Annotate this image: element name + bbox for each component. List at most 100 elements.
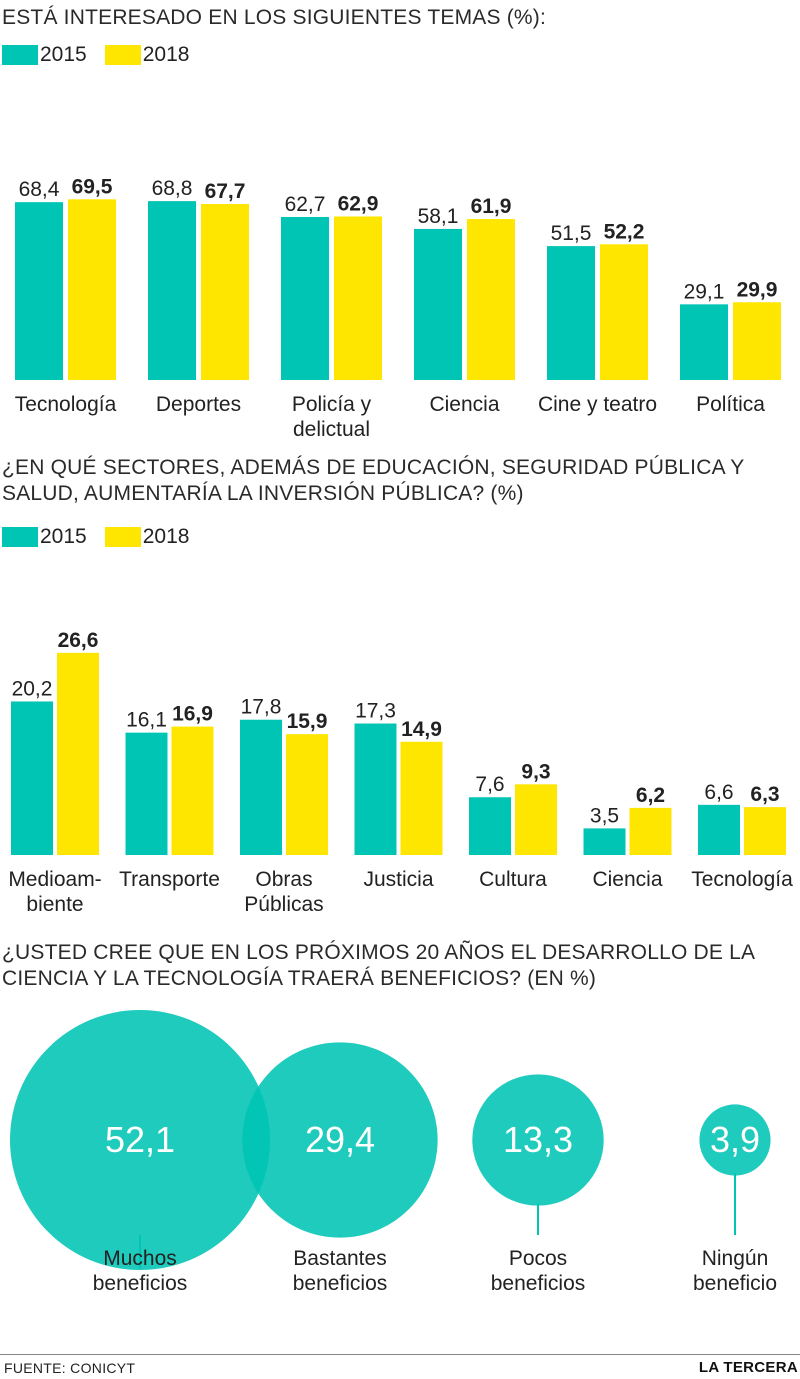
bar-2018-3 [467,219,515,380]
bar-2015-1 [148,201,196,380]
bar-2015-0 [15,202,63,380]
category-label-4: Cine y teatro [538,393,657,416]
value-label-2015-4: 51,5 [551,222,592,245]
bar-2018-5 [629,807,672,855]
value-label-2015-6: 6,6 [704,781,733,804]
value-label-2015-5: 3,5 [590,804,619,827]
bar-2015-2 [240,719,282,855]
bar-2018-4 [600,244,648,380]
value-label-2018-4: 9,3 [521,760,550,783]
value-label-2018-0: 69,5 [72,175,113,198]
legend2-label-2018: 2018 [142,525,190,548]
bubble-value-1: 29,4 [305,1119,375,1160]
chart2-title: ¿EN QUÉ SECTORES, ADEMÁS DE EDUCACIÓN, S… [2,456,745,505]
bubble-value-0: 52,1 [105,1119,175,1160]
source-note: FUENTE: CONICYT [4,1360,136,1376]
value-label-2018-1: 67,7 [205,180,246,203]
bar-2018-2 [286,734,328,855]
bar-2015-0 [11,701,53,855]
legend2-swatch-2015 [2,527,38,547]
bar-2015-4 [469,797,511,855]
bar-2018-0 [68,199,116,380]
value-label-2018-5: 29,9 [737,278,778,301]
bubble-label-3: Ningún beneficio [693,1247,777,1295]
value-label-2018-5: 6,2 [636,784,665,807]
bar-2018-1 [171,726,214,855]
bubble-2 [472,1074,604,1206]
bubble-label-0: Muchos beneficios [93,1247,188,1295]
value-label-2018-2: 62,9 [338,192,379,215]
value-label-2015-2: 62,7 [285,193,326,216]
bar-2018-1 [201,203,249,380]
bar-2015-2 [281,216,329,380]
bar-2018-6 [744,807,786,855]
bar-2015-5 [680,304,728,380]
bubble-3 [699,1104,771,1176]
bar-2018-2 [334,216,382,380]
category-label-1: Transporte [119,868,220,891]
category-label-6: Tecnología [691,868,793,891]
legend2-label-2015: 2015 [40,525,87,548]
value-label-2015-0: 68,4 [19,178,60,201]
bar-2018-3 [400,741,443,855]
bubble-label-2: Pocos beneficios [491,1247,586,1295]
bar-2018-4 [515,784,557,855]
value-label-2015-5: 29,1 [684,280,725,303]
legend2-item-2015: 2015 [2,525,87,549]
chart3-title: ¿USTED CREE QUE EN LOS PRÓXIMOS 20 AÑOS … [2,941,756,990]
value-label-2015-0: 20,2 [12,677,53,700]
chart1-legend: 2015 2018 [2,42,207,68]
footer: FUENTE: CONICYT LA TERCERA [0,1354,800,1379]
legend-label-2015: 2015 [40,43,87,66]
category-label-0: Medioam-biente [8,868,101,916]
value-label-2018-3: 14,9 [401,718,442,741]
legend-item-2018: 2018 [104,43,190,67]
bar-2015-4 [547,246,595,380]
value-label-2018-6: 6,3 [750,783,779,806]
bubble-value-3: 3,9 [710,1119,760,1160]
legend-swatch-2015 [2,45,38,65]
bar-2015-6 [698,804,740,855]
chart3-bubbles: 52,1 Muchos beneficios 29,4 Bastantes benefic… [10,1010,777,1295]
bar-2015-3 [414,228,462,380]
bar-2015-3 [354,723,397,855]
bar-2015-1 [125,732,168,855]
value-label-2015-3: 17,3 [355,700,396,723]
legend-label-2018: 2018 [142,43,190,66]
category-label-1: Deportes [156,393,241,416]
value-label-2018-4: 52,2 [604,220,645,243]
category-label-5: Ciencia [592,868,662,891]
legend2-swatch-2018 [104,527,141,547]
bubble-value-2: 13,3 [503,1119,573,1160]
category-label-2: Policía y delictual [292,393,372,441]
value-label-2015-4: 7,6 [475,773,504,796]
chart2-legend: 2015 2018 [2,524,207,550]
category-label-2: Obras Públicas [244,868,323,916]
value-label-2015-1: 16,1 [126,709,167,732]
bubble-label-1: Bastantes beneficios [293,1247,388,1295]
bar-2018-0 [57,652,99,855]
bubble-1 [242,1042,438,1238]
bar-2015-5 [583,828,626,855]
value-label-2018-3: 61,9 [471,195,512,218]
legend2-item-2018: 2018 [104,525,190,549]
legend-item-2015: 2015 [2,43,87,67]
chart1-bars: 68,4 69,5 Tecnología 68,8 67,7 Deportes 62,7 62… [15,175,781,441]
value-label-2015-2: 17,8 [241,696,282,719]
legend-swatch-2018 [104,45,141,65]
bar-2018-5 [733,302,781,380]
bubble-0 [10,1010,270,1270]
category-label-3: Justicia [363,868,433,891]
value-label-2015-3: 58,1 [418,205,459,228]
value-label-2018-0: 26,6 [58,629,99,652]
category-label-0: Tecnología [15,393,117,416]
chart1-title: ESTÁ INTERESADO EN LOS SIGUIENTES TEMAS … [2,6,547,29]
value-label-2018-2: 15,9 [287,710,328,733]
category-label-5: Política [696,393,765,416]
category-label-3: Ciencia [429,393,499,416]
chart2-bars: 20,2 26,6 Medioam-biente 16,1 16,9 Transporte… [8,629,793,916]
brand-logo: LA TERCERA [698,1359,798,1376]
category-label-4: Cultura [479,868,547,891]
value-label-2015-1: 68,8 [152,177,193,200]
value-label-2018-1: 16,9 [172,703,213,726]
